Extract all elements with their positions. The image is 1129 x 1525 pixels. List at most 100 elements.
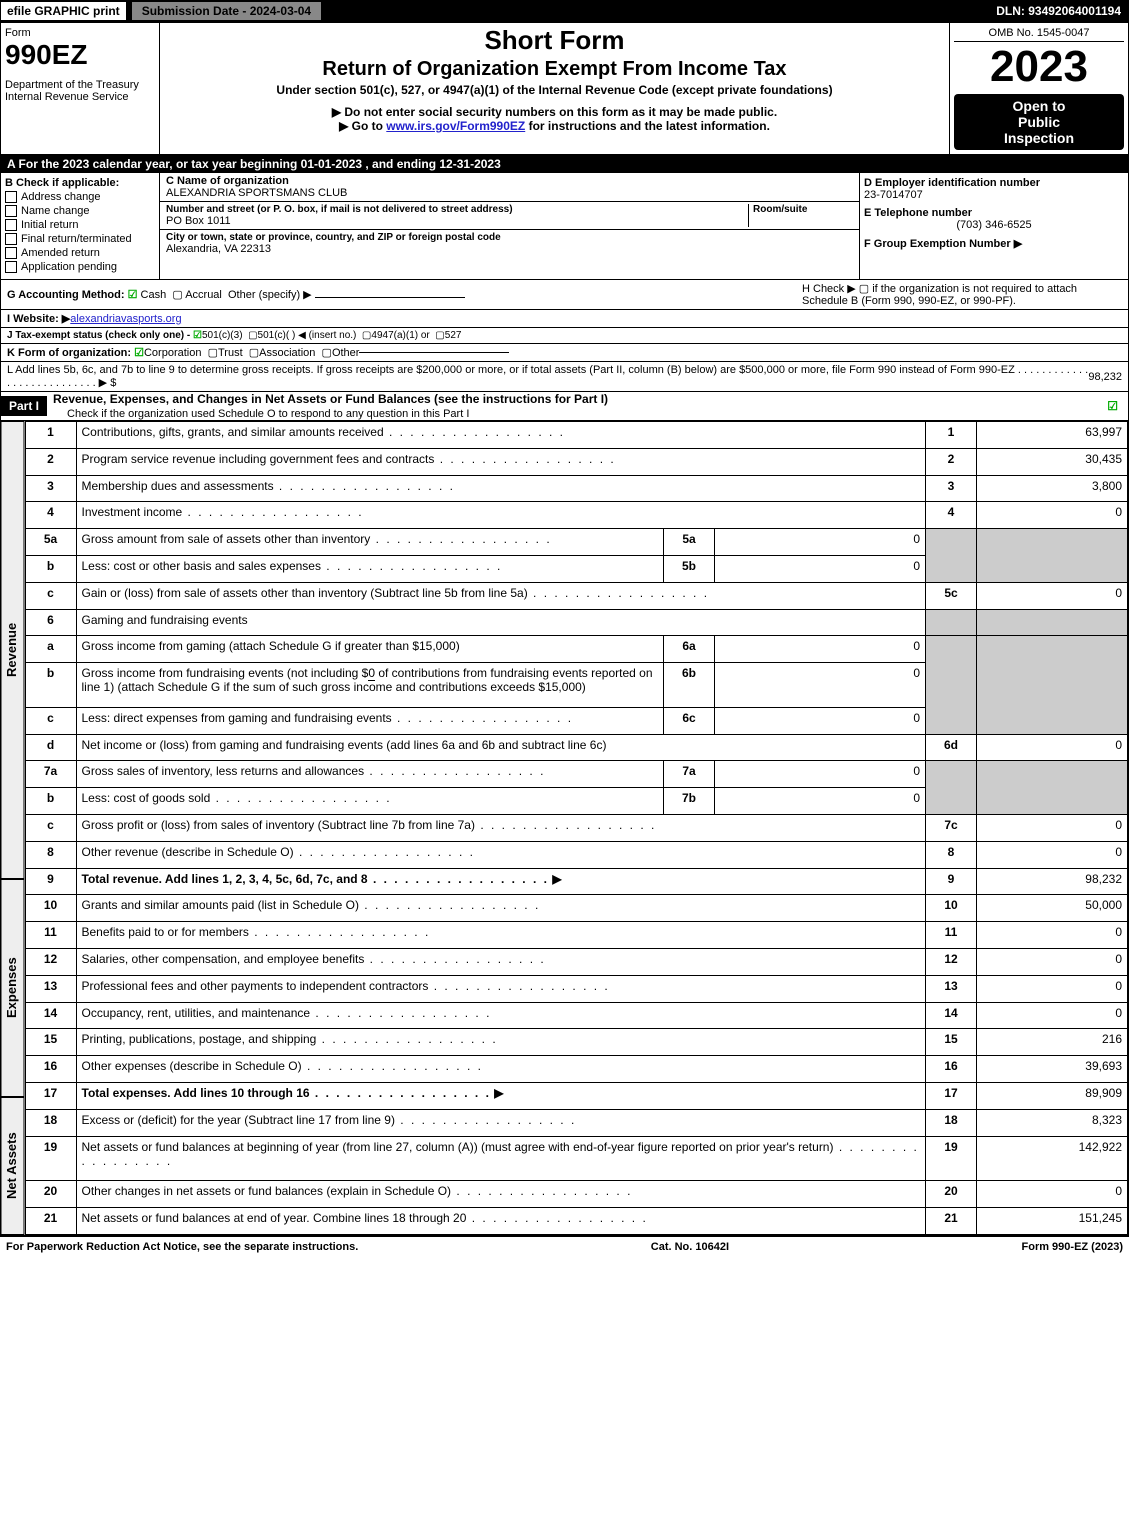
g-label: G Accounting Method: bbox=[7, 289, 125, 301]
line-no: 5a bbox=[25, 529, 76, 556]
g-cash: Cash bbox=[141, 289, 167, 301]
line-desc: Membership dues and assessments bbox=[82, 479, 455, 493]
line-no: 19 bbox=[25, 1136, 76, 1181]
subtitle-1: Under section 501(c), 527, or 4947(a)(1)… bbox=[166, 83, 943, 97]
line-no: 14 bbox=[25, 1002, 76, 1029]
i-label: I Website: ▶ bbox=[7, 312, 70, 325]
section-c: C Name of organization ALEXANDRIA SPORTS… bbox=[160, 173, 860, 279]
fill-value: 0 bbox=[368, 666, 375, 681]
j-label: J Tax-exempt status (check only one) - bbox=[7, 330, 190, 341]
line-no: b bbox=[25, 788, 76, 815]
line-ref: 6d bbox=[926, 734, 977, 761]
line-h: H Check ▶ ▢ if the organization is not r… bbox=[802, 282, 1122, 307]
website-link[interactable]: alexandriavasports.org bbox=[70, 313, 181, 325]
line-no: c bbox=[25, 815, 76, 842]
line-desc: Printing, publications, postage, and shi… bbox=[82, 1032, 498, 1046]
line-no: 13 bbox=[25, 975, 76, 1002]
line-ref: 17 bbox=[926, 1082, 977, 1109]
line-amt: 0 bbox=[977, 841, 1128, 868]
line-ref: 1 bbox=[926, 422, 977, 449]
check-icon: ☑ bbox=[128, 289, 138, 301]
line-desc: Program service revenue including govern… bbox=[82, 452, 616, 466]
line-no: 15 bbox=[25, 1029, 76, 1056]
line-amt: 0 bbox=[977, 815, 1128, 842]
line-amt: 98,232 bbox=[977, 868, 1128, 895]
j-opt3: 4947(a)(1) or bbox=[371, 330, 429, 341]
line-amt: 50,000 bbox=[977, 895, 1128, 922]
sub-ref: 5b bbox=[664, 555, 715, 582]
line-ref: 19 bbox=[926, 1136, 977, 1181]
line-amt: 3,800 bbox=[977, 475, 1128, 502]
line-amt: 0 bbox=[977, 502, 1128, 529]
sub-amt: 0 bbox=[715, 555, 926, 582]
street-label: Number and street (or P. O. box, if mail… bbox=[166, 204, 748, 215]
form-header: Form 990EZ Department of the Treasury In… bbox=[0, 22, 1129, 155]
line-no: 3 bbox=[25, 475, 76, 502]
line-a: A For the 2023 calendar year, or tax yea… bbox=[1, 155, 1128, 173]
line-desc: Gaming and fundraising events bbox=[76, 609, 926, 636]
line-ref: 16 bbox=[926, 1056, 977, 1083]
cb-amended[interactable]: Amended return bbox=[5, 247, 155, 259]
k-assoc: Association bbox=[259, 347, 315, 359]
line-amt: 8,323 bbox=[977, 1109, 1128, 1136]
section-b: B Check if applicable: Address change Na… bbox=[1, 173, 160, 279]
city-value: Alexandria, VA 22313 bbox=[166, 243, 853, 255]
footer-right: Form 990-EZ (2023) bbox=[1022, 1241, 1123, 1253]
sub-amt: 0 bbox=[715, 707, 926, 734]
line-ref: 13 bbox=[926, 975, 977, 1002]
line-i: I Website: ▶ alexandriavasports.org bbox=[1, 309, 1128, 327]
l-value: 98,232 bbox=[1088, 371, 1122, 383]
line-no: 16 bbox=[25, 1056, 76, 1083]
line-desc: Gross sales of inventory, less returns a… bbox=[82, 764, 546, 778]
line-ref: 12 bbox=[926, 949, 977, 976]
line-ref: 2 bbox=[926, 448, 977, 475]
line-desc: Less: cost of goods sold bbox=[82, 791, 392, 805]
line-no: 4 bbox=[25, 502, 76, 529]
sub-amt: 0 bbox=[715, 636, 926, 663]
line-l: L Add lines 5b, 6c, and 7b to line 9 to … bbox=[1, 361, 1128, 391]
line-desc: Net assets or fund balances at end of ye… bbox=[82, 1211, 648, 1225]
dept-1: Department of the Treasury bbox=[5, 79, 155, 91]
irs-link[interactable]: www.irs.gov/Form990EZ bbox=[386, 119, 525, 133]
k-other: Other bbox=[332, 347, 360, 359]
line-desc: Less: cost or other basis and sales expe… bbox=[82, 559, 503, 573]
line-no: d bbox=[25, 734, 76, 761]
subtitle-3: ▶ Go to www.irs.gov/Form990EZ for instru… bbox=[166, 119, 943, 133]
sub-ref: 7b bbox=[664, 788, 715, 815]
line-desc: Total expenses. Add lines 10 through 16 bbox=[82, 1086, 491, 1100]
cb-pending[interactable]: Application pending bbox=[5, 261, 155, 273]
b-title: B Check if applicable: bbox=[5, 177, 155, 189]
j-opt1: 501(c)(3) bbox=[202, 330, 243, 341]
sub-amt: 0 bbox=[715, 663, 926, 708]
line-amt: 63,997 bbox=[977, 422, 1128, 449]
cb-final-return[interactable]: Final return/terminated bbox=[5, 233, 155, 245]
line-desc: Occupancy, rent, utilities, and maintena… bbox=[82, 1006, 492, 1020]
c-name-value: ALEXANDRIA SPORTSMANS CLUB bbox=[166, 187, 853, 199]
cb-name-change[interactable]: Name change bbox=[5, 205, 155, 217]
sub-amt: 0 bbox=[715, 761, 926, 788]
open1: Open to bbox=[958, 98, 1120, 114]
line-amt: 0 bbox=[977, 1002, 1128, 1029]
line-ref: 18 bbox=[926, 1109, 977, 1136]
title-short-form: Short Form bbox=[166, 25, 943, 56]
e-label: E Telephone number bbox=[864, 207, 1124, 219]
line-desc: Gross profit or (loss) from sales of inv… bbox=[82, 818, 657, 832]
subtitle-2: ▶ Do not enter social security numbers o… bbox=[166, 105, 943, 119]
cb-initial-return[interactable]: Initial return bbox=[5, 219, 155, 231]
line-no: c bbox=[25, 707, 76, 734]
efile-print-btn[interactable]: efile GRAPHIC print bbox=[0, 1, 127, 21]
line-desc: Gross income from gaming (attach Schedul… bbox=[82, 639, 460, 653]
dln-label: DLN: 93492064001194 bbox=[996, 4, 1129, 18]
sub-ref: 7a bbox=[664, 761, 715, 788]
line-desc: Other revenue (describe in Schedule O) bbox=[82, 845, 475, 859]
f-label: F Group Exemption Number ▶ bbox=[864, 237, 1124, 250]
part1-body: Revenue Expenses Net Assets 1Contributio… bbox=[0, 421, 1129, 1236]
section-def: D Employer identification number 23-7014… bbox=[860, 173, 1128, 279]
cb-address-change[interactable]: Address change bbox=[5, 191, 155, 203]
line-amt: 0 bbox=[977, 949, 1128, 976]
dept-2: Internal Revenue Service bbox=[5, 91, 155, 103]
vertical-labels: Revenue Expenses Net Assets bbox=[1, 421, 25, 1235]
open-public-badge: Open to Public Inspection bbox=[954, 94, 1124, 150]
line-amt: 39,693 bbox=[977, 1056, 1128, 1083]
line-k: K Form of organization: ☑ Corporation ▢ … bbox=[1, 343, 1128, 361]
